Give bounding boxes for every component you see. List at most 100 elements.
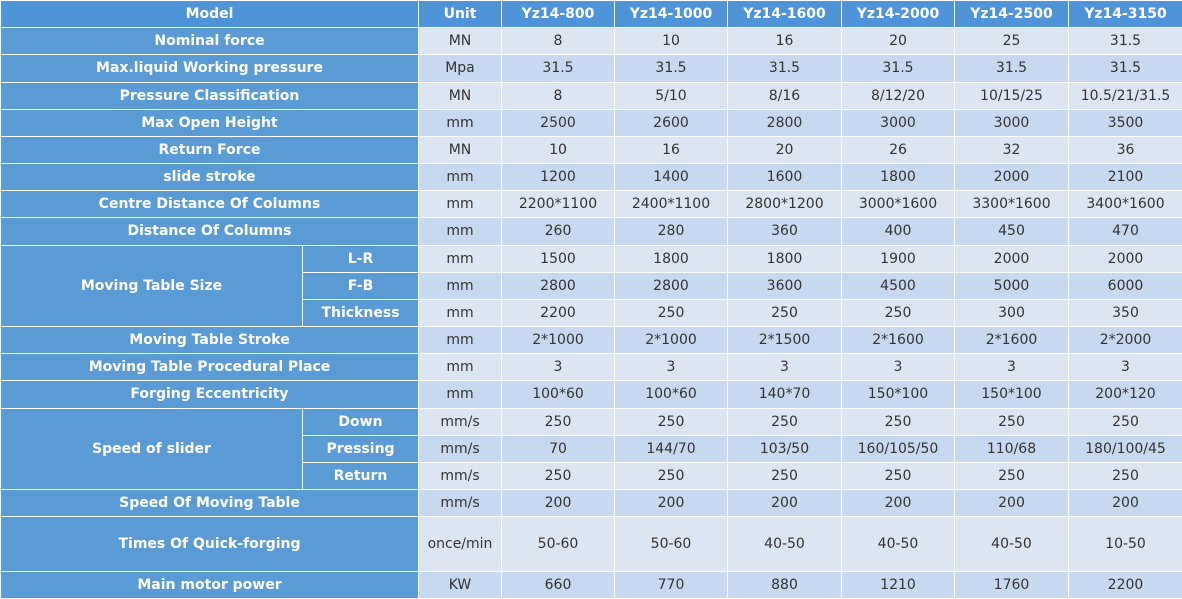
value-cell: 36 (1068, 135, 1182, 165)
value-cell: 32 (954, 135, 1069, 165)
value-cell: 200 (954, 489, 1069, 518)
value-cell: 250 (841, 407, 955, 436)
value-cell: 20 (841, 27, 955, 56)
row: Return Force MN 10 16 20 26 32 36 (0, 135, 1182, 165)
row: Max Open Height mm 2500 2600 2800 3000 3000 350… (0, 108, 1182, 137)
value-cell: 31.5 (1068, 27, 1182, 56)
row-label: Max Open Height (0, 108, 419, 137)
value-cell: 1800 (727, 244, 842, 273)
value-cell: 3 (841, 353, 955, 382)
unit-cell: mm/s (418, 434, 502, 463)
row: Distance Of Columns mm 260 280 360 400 450 470 (0, 217, 1182, 246)
unit-cell: mm (418, 380, 502, 409)
value-cell: 2800*1200 (727, 190, 842, 219)
row: Moving Table Size L-R mm 1500 1800 1800 1900 20… (0, 244, 1182, 328)
value-cell: 16 (727, 27, 842, 56)
value-cell: 400 (841, 217, 955, 246)
row-label: Pressure Classification (0, 81, 419, 110)
sub-label: Down (302, 407, 419, 436)
unit-cell: mm/s (418, 489, 502, 518)
value-cell: 16 (614, 135, 728, 165)
value-cell: 280 (614, 217, 728, 246)
value-cell: 140*70 (727, 380, 842, 409)
value-cell: 10 (501, 135, 615, 165)
value-cell: 1600 (727, 163, 842, 192)
row: slide stroke mm 1200 1400 1600 1800 2000 2100 (0, 163, 1182, 192)
value-cell: 2800 (727, 108, 842, 137)
value-cell: 250 (727, 407, 842, 436)
value-cell: 200 (614, 489, 728, 518)
unit-cell: once/min (418, 516, 502, 572)
row-label: Moving Table Stroke (0, 326, 419, 355)
value-cell: 880 (727, 570, 842, 599)
value-cell: 5/10 (614, 81, 728, 110)
value-cell: 1800 (841, 163, 955, 192)
header-cell: Yz14-2000 (841, 0, 955, 29)
value-cell: 200*120 (1068, 380, 1182, 409)
row: Forging Eccentricity mm 100*60 100*60 140*70… (0, 380, 1182, 409)
value-cell: 70 (501, 434, 615, 463)
value-cell: 4500 (841, 271, 955, 300)
value-cell: 450 (954, 217, 1069, 246)
value-cell: 300 (954, 298, 1069, 328)
value-cell: 2*1500 (727, 326, 842, 355)
value-cell: 200 (1068, 489, 1182, 518)
value-cell: 3 (954, 353, 1069, 382)
value-cell: 470 (1068, 217, 1182, 246)
value-cell: 1210 (841, 570, 955, 599)
value-cell: 250 (501, 461, 615, 491)
row-label: Forging Eccentricity (0, 380, 419, 409)
row: Moving Table Stroke mm 2*1000 2*1000 2*1500 2… (0, 326, 1182, 355)
value-cell: 200 (841, 489, 955, 518)
header-cell: Yz14-800 (501, 0, 615, 29)
value-cell: 31.5 (954, 54, 1069, 83)
unit-cell: mm (418, 163, 502, 192)
value-cell: 1500 (501, 244, 615, 273)
value-cell: 1200 (501, 163, 615, 192)
row: Times Of Quick-forging once/min 50-60 50-60… (0, 516, 1182, 572)
unit-cell: mm (418, 353, 502, 382)
row-label: Return Force (0, 135, 419, 165)
sub-label: F-B (302, 271, 419, 300)
value-cell: 144/70 (614, 434, 728, 463)
value-cell: 3000*1600 (841, 190, 955, 219)
value-cell: 40-50 (727, 516, 842, 572)
row: Max.liquid Working pressure Mpa 31.5 31.5 31… (0, 54, 1182, 83)
unit-cell: mm (418, 217, 502, 246)
value-cell: 25 (954, 27, 1069, 56)
value-cell: 1900 (841, 244, 955, 273)
row: Speed of slider Down mm/s 250 250 250 250 250 25… (0, 407, 1182, 491)
value-cell: 10-50 (1068, 516, 1182, 572)
group-label: Speed of slider (0, 407, 303, 491)
value-cell: 31.5 (841, 54, 955, 83)
value-cell: 160/105/50 (841, 434, 955, 463)
value-cell: 2000 (954, 163, 1069, 192)
unit-cell: mm (418, 244, 502, 273)
value-cell: 5000 (954, 271, 1069, 300)
unit-cell: mm (418, 298, 502, 328)
sub-label: Return (302, 461, 419, 491)
value-cell: 10/15/25 (954, 81, 1069, 110)
sub-label: L-R (302, 244, 419, 273)
value-cell: 20 (727, 135, 842, 165)
row-label: Main motor power (0, 570, 419, 599)
value-cell: 103/50 (727, 434, 842, 463)
header-cell: Yz14-1000 (614, 0, 728, 29)
row-label: Times Of Quick-forging (0, 516, 419, 572)
value-cell: 360 (727, 217, 842, 246)
value-cell: 100*60 (614, 380, 728, 409)
row: Pressure Classification MN 8 5/10 8/16 8/12/2… (0, 81, 1182, 110)
row: Moving Table Procedural Place mm 3 3 3 3 3 3 (0, 353, 1182, 382)
row: Pressing mm/s 70 144/70 103/50 160/105/50 110/… (1, 434, 1182, 463)
value-cell: 3000 (841, 108, 955, 137)
row-label: Distance Of Columns (0, 217, 419, 246)
row-label: Max.liquid Working pressure (0, 54, 419, 83)
value-cell: 40-50 (954, 516, 1069, 572)
row-label: slide stroke (0, 163, 419, 192)
row: Speed Of Moving Table mm/s 200 200 200 200 200… (0, 489, 1182, 518)
value-cell: 2400*1100 (614, 190, 728, 219)
unit-cell: mm/s (418, 461, 502, 491)
unit-cell: MN (418, 81, 502, 110)
value-cell: 2000 (954, 244, 1069, 273)
header-cell: Yz14-3150 (1068, 0, 1182, 29)
